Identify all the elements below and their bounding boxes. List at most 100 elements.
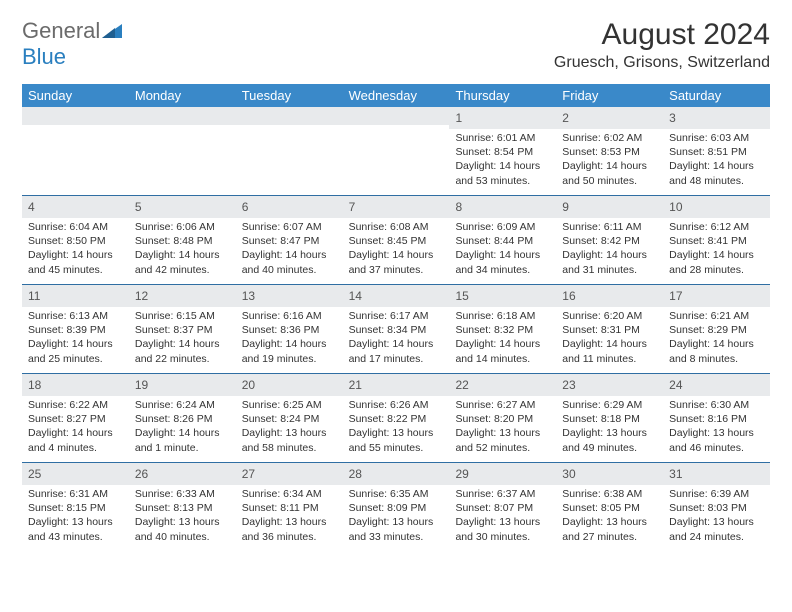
daylight-text: Daylight: 14 hours and 25 minutes. (28, 337, 123, 365)
sunrise-text: Sunrise: 6:11 AM (562, 220, 657, 234)
sunset-text: Sunset: 8:54 PM (455, 145, 550, 159)
day-cell: 29Sunrise: 6:37 AMSunset: 8:07 PMDayligh… (449, 463, 556, 551)
daylight-text: Daylight: 14 hours and 42 minutes. (135, 248, 230, 276)
sunset-text: Sunset: 8:15 PM (28, 501, 123, 515)
day-info: Sunrise: 6:03 AMSunset: 8:51 PMDaylight:… (663, 131, 770, 188)
day-number: 28 (349, 467, 362, 481)
day-number-row: 21 (343, 374, 450, 396)
sunrise-text: Sunrise: 6:06 AM (135, 220, 230, 234)
week-row: 25Sunrise: 6:31 AMSunset: 8:15 PMDayligh… (22, 463, 770, 551)
day-info: Sunrise: 6:37 AMSunset: 8:07 PMDaylight:… (449, 487, 556, 544)
sunset-text: Sunset: 8:37 PM (135, 323, 230, 337)
day-info: Sunrise: 6:39 AMSunset: 8:03 PMDaylight:… (663, 487, 770, 544)
day-number-row (22, 107, 129, 125)
day-info: Sunrise: 6:38 AMSunset: 8:05 PMDaylight:… (556, 487, 663, 544)
weekday-header: Friday (556, 84, 663, 107)
sunset-text: Sunset: 8:16 PM (669, 412, 764, 426)
day-number-row: 18 (22, 374, 129, 396)
day-info: Sunrise: 6:12 AMSunset: 8:41 PMDaylight:… (663, 220, 770, 277)
sunset-text: Sunset: 8:13 PM (135, 501, 230, 515)
day-number: 3 (669, 111, 676, 125)
day-cell (22, 107, 129, 195)
week-row: 4Sunrise: 6:04 AMSunset: 8:50 PMDaylight… (22, 196, 770, 285)
sunrise-text: Sunrise: 6:21 AM (669, 309, 764, 323)
day-info: Sunrise: 6:09 AMSunset: 8:44 PMDaylight:… (449, 220, 556, 277)
sail-icon (102, 18, 122, 44)
sunrise-text: Sunrise: 6:34 AM (242, 487, 337, 501)
daylight-text: Daylight: 14 hours and 45 minutes. (28, 248, 123, 276)
day-number: 4 (28, 200, 35, 214)
day-number-row: 31 (663, 463, 770, 485)
day-info: Sunrise: 6:15 AMSunset: 8:37 PMDaylight:… (129, 309, 236, 366)
daylight-text: Daylight: 13 hours and 49 minutes. (562, 426, 657, 454)
day-cell: 8Sunrise: 6:09 AMSunset: 8:44 PMDaylight… (449, 196, 556, 284)
day-number-row: 7 (343, 196, 450, 218)
sunset-text: Sunset: 8:05 PM (562, 501, 657, 515)
daylight-text: Daylight: 13 hours and 52 minutes. (455, 426, 550, 454)
day-cell: 10Sunrise: 6:12 AMSunset: 8:41 PMDayligh… (663, 196, 770, 284)
sunset-text: Sunset: 8:22 PM (349, 412, 444, 426)
day-number: 31 (669, 467, 682, 481)
day-cell: 12Sunrise: 6:15 AMSunset: 8:37 PMDayligh… (129, 285, 236, 373)
sunset-text: Sunset: 8:50 PM (28, 234, 123, 248)
day-info: Sunrise: 6:34 AMSunset: 8:11 PMDaylight:… (236, 487, 343, 544)
title-block: August 2024 Gruesch, Grisons, Switzerlan… (554, 18, 770, 72)
day-info: Sunrise: 6:13 AMSunset: 8:39 PMDaylight:… (22, 309, 129, 366)
day-number-row: 22 (449, 374, 556, 396)
day-number: 5 (135, 200, 142, 214)
day-number-row: 10 (663, 196, 770, 218)
sunset-text: Sunset: 8:27 PM (28, 412, 123, 426)
sunset-text: Sunset: 8:09 PM (349, 501, 444, 515)
month-title: August 2024 (554, 18, 770, 52)
day-number-row: 19 (129, 374, 236, 396)
sunrise-text: Sunrise: 6:09 AM (455, 220, 550, 234)
header: General Blue August 2024 Gruesch, Grison… (22, 18, 770, 72)
day-cell: 1Sunrise: 6:01 AMSunset: 8:54 PMDaylight… (449, 107, 556, 195)
day-number: 30 (562, 467, 575, 481)
day-cell: 21Sunrise: 6:26 AMSunset: 8:22 PMDayligh… (343, 374, 450, 462)
day-number-row: 1 (449, 107, 556, 129)
location: Gruesch, Grisons, Switzerland (554, 54, 770, 72)
day-info: Sunrise: 6:04 AMSunset: 8:50 PMDaylight:… (22, 220, 129, 277)
sunset-text: Sunset: 8:11 PM (242, 501, 337, 515)
sunrise-text: Sunrise: 6:37 AM (455, 487, 550, 501)
sunset-text: Sunset: 8:26 PM (135, 412, 230, 426)
day-cell (236, 107, 343, 195)
sunrise-text: Sunrise: 6:38 AM (562, 487, 657, 501)
day-number: 11 (28, 289, 40, 303)
daylight-text: Daylight: 14 hours and 37 minutes. (349, 248, 444, 276)
weekday-header: Tuesday (236, 84, 343, 107)
daylight-text: Daylight: 14 hours and 1 minute. (135, 426, 230, 454)
sunrise-text: Sunrise: 6:26 AM (349, 398, 444, 412)
sunrise-text: Sunrise: 6:07 AM (242, 220, 337, 234)
day-cell: 25Sunrise: 6:31 AMSunset: 8:15 PMDayligh… (22, 463, 129, 551)
day-number: 27 (242, 467, 255, 481)
day-number-row: 4 (22, 196, 129, 218)
sunrise-text: Sunrise: 6:04 AM (28, 220, 123, 234)
sunrise-text: Sunrise: 6:24 AM (135, 398, 230, 412)
day-number-row (129, 107, 236, 125)
day-number-row: 17 (663, 285, 770, 307)
daylight-text: Daylight: 13 hours and 36 minutes. (242, 515, 337, 543)
day-info: Sunrise: 6:20 AMSunset: 8:31 PMDaylight:… (556, 309, 663, 366)
daylight-text: Daylight: 13 hours and 43 minutes. (28, 515, 123, 543)
day-cell: 15Sunrise: 6:18 AMSunset: 8:32 PMDayligh… (449, 285, 556, 373)
day-info: Sunrise: 6:22 AMSunset: 8:27 PMDaylight:… (22, 398, 129, 455)
day-number-row: 14 (343, 285, 450, 307)
daylight-text: Daylight: 13 hours and 27 minutes. (562, 515, 657, 543)
sunset-text: Sunset: 8:48 PM (135, 234, 230, 248)
day-number: 2 (562, 111, 569, 125)
sunrise-text: Sunrise: 6:27 AM (455, 398, 550, 412)
day-number: 1 (455, 111, 462, 125)
day-cell: 23Sunrise: 6:29 AMSunset: 8:18 PMDayligh… (556, 374, 663, 462)
daylight-text: Daylight: 13 hours and 46 minutes. (669, 426, 764, 454)
day-number-row: 3 (663, 107, 770, 129)
daylight-text: Daylight: 13 hours and 58 minutes. (242, 426, 337, 454)
daylight-text: Daylight: 14 hours and 40 minutes. (242, 248, 337, 276)
day-cell: 6Sunrise: 6:07 AMSunset: 8:47 PMDaylight… (236, 196, 343, 284)
day-cell (343, 107, 450, 195)
daylight-text: Daylight: 14 hours and 17 minutes. (349, 337, 444, 365)
day-info: Sunrise: 6:29 AMSunset: 8:18 PMDaylight:… (556, 398, 663, 455)
day-number: 16 (562, 289, 575, 303)
sunset-text: Sunset: 8:39 PM (28, 323, 123, 337)
